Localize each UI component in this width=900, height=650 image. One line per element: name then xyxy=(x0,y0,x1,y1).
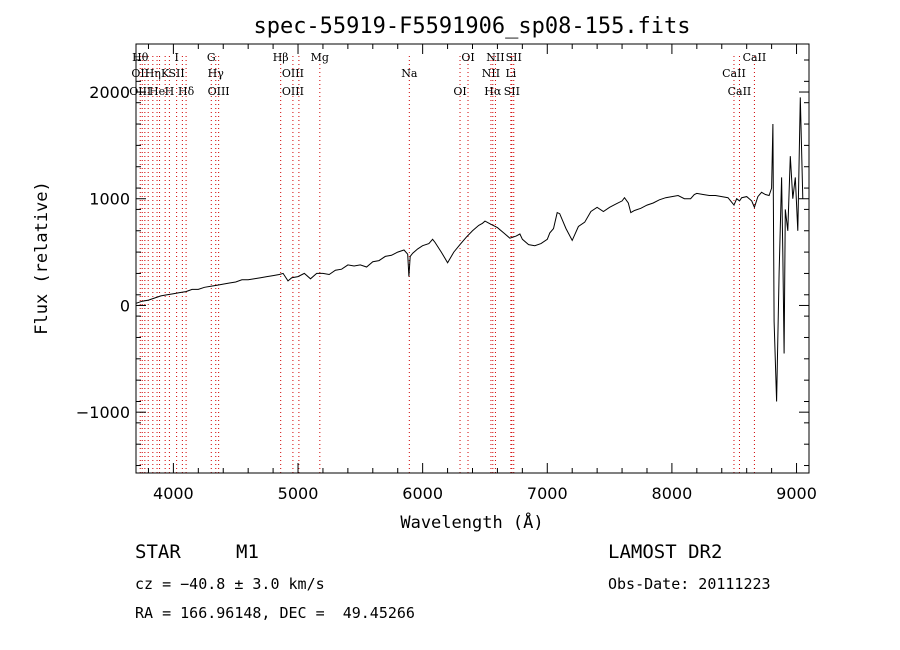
spectral-line-labels: HθOIIOIIIHηHeKHISIIHδGHγOIIIHβOIIIOIIIMg… xyxy=(129,51,766,98)
survey-name: LAMOST DR2 xyxy=(608,541,723,563)
x-axis-label: Wavelength (Å) xyxy=(400,511,543,533)
line-label: Hγ xyxy=(208,67,225,80)
spectrum-line xyxy=(135,97,804,402)
line-label: OIII xyxy=(208,85,230,98)
line-label: G xyxy=(207,51,216,64)
object-subclass: M1 xyxy=(236,541,259,563)
x-tick-label: 4000 xyxy=(153,484,194,503)
sky-coordinates: RA = 166.96148, DEC = 49.45266 xyxy=(135,604,415,622)
line-label: SII xyxy=(169,67,185,80)
spectral-line-markers xyxy=(139,56,755,473)
x-tick-label: 9000 xyxy=(776,484,817,503)
line-label: CaII xyxy=(728,85,752,98)
line-label: K xyxy=(161,67,170,80)
line-label: CaII xyxy=(743,51,767,64)
line-label: Hβ xyxy=(273,51,289,64)
y-axis: −1000 0 1000 2000 xyxy=(76,59,809,467)
plot-frame xyxy=(135,43,810,474)
line-label: Na xyxy=(401,67,418,80)
observation-date: Obs-Date: 20111223 xyxy=(608,575,771,593)
line-label: OIII xyxy=(282,85,304,98)
line-label: Hθ xyxy=(132,51,149,64)
line-label: OI xyxy=(461,51,474,64)
line-label: CaII xyxy=(722,67,746,80)
line-label: Hδ xyxy=(178,85,195,98)
line-label: OIII xyxy=(129,85,151,98)
x-tick-label: 7000 xyxy=(527,484,568,503)
x-tick-label: 5000 xyxy=(278,484,319,503)
line-label: NII xyxy=(482,67,500,80)
line-label: SII xyxy=(506,51,522,64)
line-label: OIII xyxy=(282,67,304,80)
line-label: Li xyxy=(505,67,516,80)
line-label: H xyxy=(165,85,175,98)
x-tick-label: 8000 xyxy=(652,484,693,503)
x-axis: 4000 5000 6000 7000 8000 9000 xyxy=(147,44,817,503)
x-tick-label: 6000 xyxy=(402,484,443,503)
redshift-velocity: cz = −40.8 ± 3.0 km/s xyxy=(135,575,325,593)
line-label: Hη xyxy=(145,67,161,80)
y-tick-label: 2000 xyxy=(89,83,130,102)
y-tick-label: 1000 xyxy=(89,190,130,209)
object-class: STAR xyxy=(135,541,181,563)
line-label: NII xyxy=(486,51,504,64)
y-tick-label: −1000 xyxy=(76,403,130,422)
line-label: He xyxy=(149,85,165,98)
line-label: OI xyxy=(453,85,466,98)
line-label: SII xyxy=(504,85,520,98)
line-label: I xyxy=(174,51,178,64)
line-label: Hα xyxy=(484,85,502,98)
chart-title: spec-55919-F5591906_sp08-155.fits xyxy=(253,14,690,39)
y-axis-label: Flux (relative) xyxy=(32,181,52,335)
line-label: Mg xyxy=(311,51,329,64)
y-tick-label: 0 xyxy=(120,296,130,315)
